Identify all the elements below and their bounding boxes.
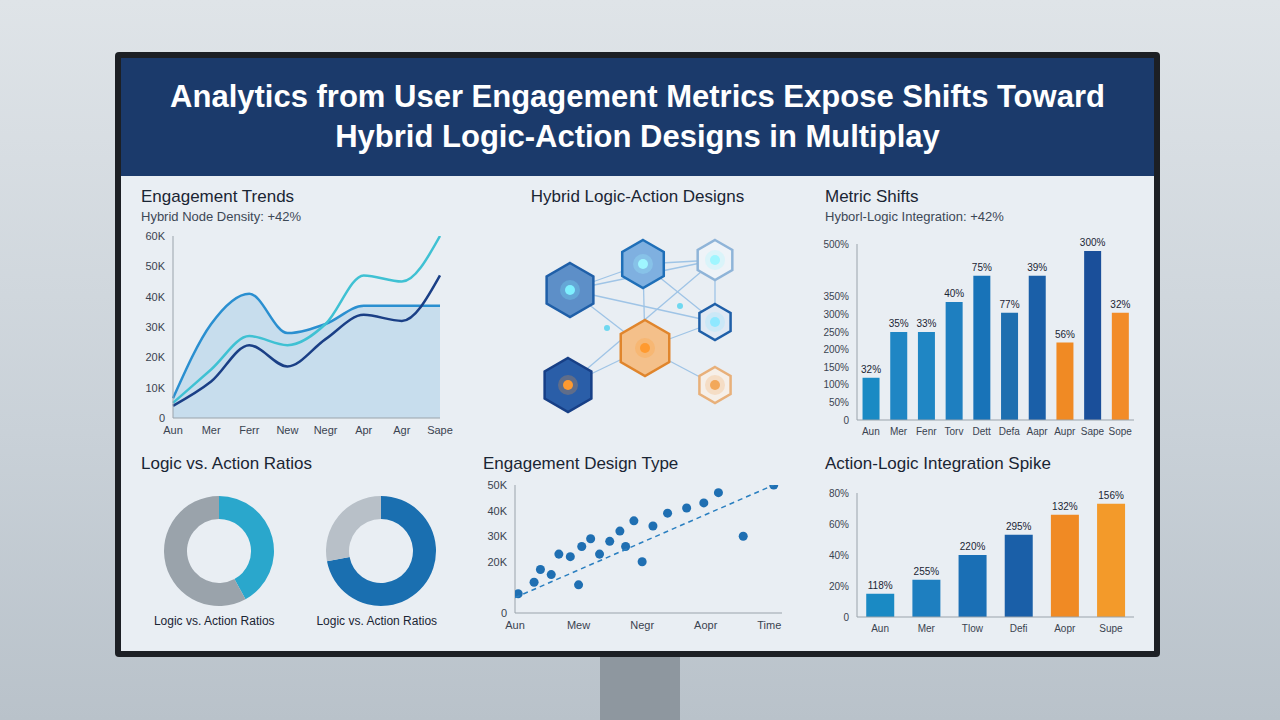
svg-text:100%: 100% (823, 379, 849, 390)
svg-text:Mer: Mer (202, 424, 221, 436)
svg-text:200%: 200% (823, 344, 849, 355)
svg-text:50%: 50% (829, 397, 849, 408)
svg-text:118%: 118% (868, 580, 893, 591)
svg-text:Dett: Dett (972, 426, 991, 437)
svg-text:20K: 20K (145, 351, 165, 363)
svg-text:50K: 50K (487, 479, 507, 491)
svg-text:Aun: Aun (163, 424, 183, 436)
html-text:Hybrid Node Density: +42%: Hybrid Node Density: +42% (141, 209, 302, 224)
html-text:Metric Shifts: Metric Shifts (825, 187, 919, 206)
svg-text:60K: 60K (145, 230, 165, 242)
svg-text:Mer: Mer (890, 426, 908, 437)
svg-text:Defi: Defi (1010, 623, 1028, 634)
svg-text:Aun: Aun (862, 426, 880, 437)
svg-text:80%: 80% (829, 488, 849, 499)
svg-text:Negr: Negr (630, 619, 654, 631)
svg-text:0: 0 (843, 415, 849, 426)
svg-text:Aun: Aun (505, 619, 525, 631)
svg-text:40%: 40% (944, 288, 964, 299)
svg-text:Aapr: Aapr (1026, 426, 1048, 437)
svg-text:0: 0 (843, 612, 849, 623)
svg-text:Mew: Mew (567, 619, 590, 631)
svg-text:Mer: Mer (918, 623, 936, 634)
svg-text:Sope: Sope (1108, 426, 1132, 437)
svg-text:Tlow: Tlow (962, 623, 984, 634)
svg-text:Time: Time (757, 619, 781, 631)
svg-text:Supe: Supe (1099, 623, 1123, 634)
svg-text:Aupr: Aupr (1054, 426, 1076, 437)
svg-text:250%: 250% (823, 327, 849, 338)
svg-text:300%: 300% (823, 309, 849, 320)
html-text:Analytics from User Engagement: Analytics from User Engagement Metrics E… (170, 79, 1105, 154)
svg-text:295%: 295% (1006, 521, 1032, 532)
svg-text:50K: 50K (145, 260, 165, 272)
svg-text:Ferr: Ferr (239, 424, 259, 436)
svg-text:40%: 40% (829, 550, 849, 561)
svg-text:40K: 40K (487, 505, 507, 517)
svg-text:Aopr: Aopr (1054, 623, 1076, 634)
svg-text:33%: 33% (916, 318, 936, 329)
svg-text:30K: 30K (487, 530, 507, 542)
html-text:Hybrid Logic-Action Designs: Hybrid Logic-Action Designs (530, 187, 745, 206)
html-text:Logic vs. Action Ratios: Logic vs. Action Ratios (153, 614, 275, 628)
svg-text:Apr: Apr (355, 424, 372, 436)
svg-text:0: 0 (159, 412, 165, 424)
svg-text:Torv: Torv (944, 426, 963, 437)
svg-text:156%: 156% (1098, 490, 1124, 501)
svg-text:39%: 39% (1027, 262, 1047, 273)
svg-text:Sape: Sape (427, 424, 453, 436)
svg-text:Agr: Agr (393, 424, 410, 436)
svg-text:40K: 40K (145, 291, 165, 303)
svg-text:255%: 255% (914, 566, 940, 577)
svg-text:75%: 75% (972, 262, 992, 273)
svg-text:20%: 20% (829, 581, 849, 592)
svg-text:77%: 77% (1000, 299, 1020, 310)
svg-text:220%: 220% (960, 541, 986, 552)
html-text:Logic vs. Action Ratios: Logic vs. Action Ratios (141, 454, 312, 473)
svg-text:0: 0 (501, 607, 507, 619)
svg-text:New: New (276, 424, 298, 436)
svg-text:20K: 20K (487, 556, 507, 568)
svg-text:500%: 500% (823, 239, 849, 250)
svg-text:132%: 132% (1052, 501, 1078, 512)
svg-text:60%: 60% (829, 519, 849, 530)
svg-text:Aun: Aun (871, 623, 889, 634)
svg-text:Negr: Negr (314, 424, 338, 436)
svg-text:32%: 32% (1110, 299, 1130, 310)
svg-text:150%: 150% (823, 362, 849, 373)
svg-text:Defa: Defa (999, 426, 1021, 437)
svg-text:56%: 56% (1055, 329, 1075, 340)
svg-text:350%: 350% (823, 291, 849, 302)
svg-text:30K: 30K (145, 321, 165, 333)
svg-text:10K: 10K (145, 382, 165, 394)
html-text:Hyborl-Logic Integration: +42%: Hyborl-Logic Integration: +42% (825, 209, 1004, 224)
html-text:Engagement Trends: Engagement Trends (141, 187, 295, 206)
svg-text:Sape: Sape (1081, 426, 1105, 437)
svg-text:300%: 300% (1080, 237, 1106, 248)
html-text:Logic vs. Action Ratios: Logic vs. Action Ratios (316, 614, 438, 628)
svg-text:35%: 35% (889, 318, 909, 329)
svg-text:Aopr: Aopr (694, 619, 718, 631)
svg-text:Fenr: Fenr (916, 426, 937, 437)
html-text:Engagement Design Type: Engagement Design Type (483, 454, 679, 473)
svg-text:32%: 32% (861, 364, 881, 375)
html-text:Action-Logic Integration Spike: Action-Logic Integration Spike (825, 454, 1051, 473)
